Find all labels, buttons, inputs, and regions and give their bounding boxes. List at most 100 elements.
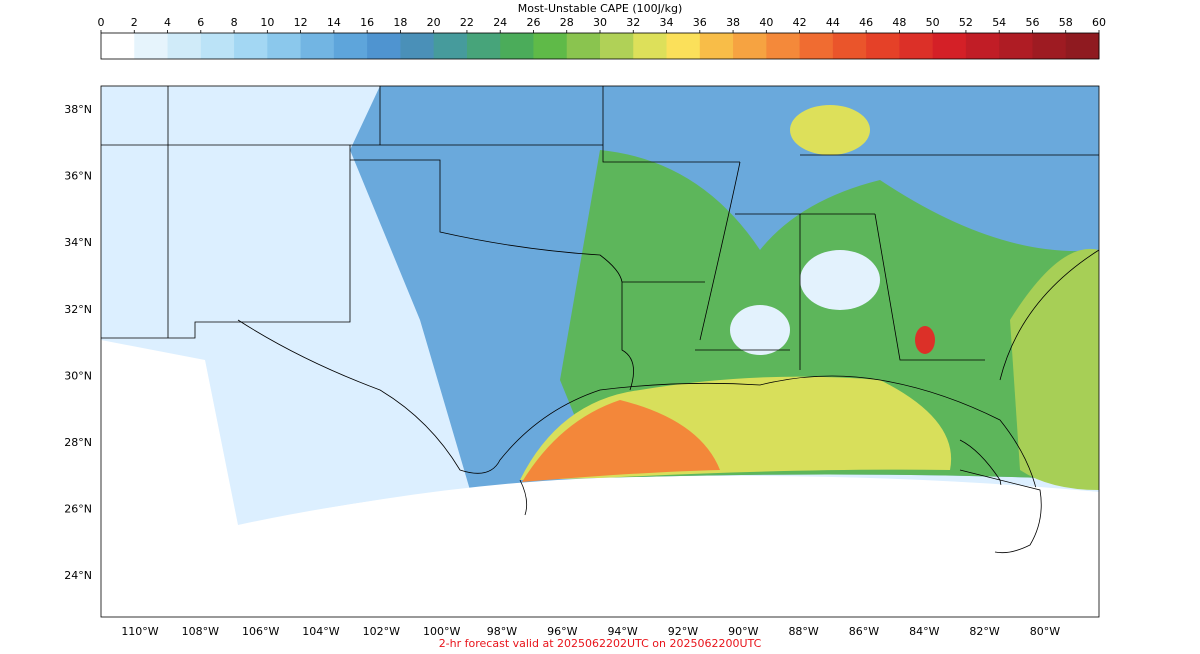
- stable-pocket: [730, 305, 790, 355]
- colorbar-tick-label: 30: [593, 16, 607, 29]
- colorbar-cell: [633, 33, 668, 59]
- longitude-label: 92°W: [668, 625, 698, 638]
- colorbar-tick-label: 36: [693, 16, 707, 29]
- colorbar-title: Most-Unstable CAPE (100J/kg): [518, 2, 683, 15]
- latitude-label: 24°N: [64, 569, 92, 582]
- latitude-label: 28°N: [64, 436, 92, 449]
- longitude-label: 106°W: [242, 625, 279, 638]
- latitude-label: 26°N: [64, 503, 92, 516]
- colorbar-tick-label: 24: [493, 16, 507, 29]
- latitude-labels: 38°N 36°N 34°N 32°N 30°N 28°N 26°N 24°N: [64, 103, 92, 582]
- storm-cell: [915, 326, 935, 354]
- longitude-label: 80°W: [1030, 625, 1060, 638]
- colorbar-cell: [533, 33, 568, 59]
- colorbar-frame: [100, 32, 1100, 60]
- colorbar-cell: [999, 33, 1033, 59]
- colorbar-cell: [101, 33, 135, 59]
- colorbar-cell: [134, 33, 169, 59]
- colorbar-tick-label: 60: [1092, 16, 1106, 29]
- colorbar-tick-label: 56: [1025, 16, 1039, 29]
- longitude-label: 96°W: [547, 625, 577, 638]
- colorbar: 0 2 4 6 8 10 12 14 16 18 20 22 24 26 28 30 32 34 36 38 40 42 4…: [98, 16, 1106, 59]
- colorbar-tick-label: 34: [660, 16, 674, 29]
- map-frame: [100, 85, 1100, 618]
- colorbar-tick-label: 10: [260, 16, 274, 29]
- colorbar-cell: [600, 33, 634, 59]
- colorbar-tick-label: 4: [164, 16, 171, 29]
- colorbar-cell: [200, 33, 235, 59]
- colorbar-tick-label: 2: [131, 16, 138, 29]
- colorbar-cell: [234, 33, 268, 59]
- colorbar-cell: [965, 33, 1000, 59]
- latitude-label: 36°N: [64, 170, 92, 183]
- colorbar-tick-label: 32: [626, 16, 640, 29]
- colorbar-tick-label: 26: [526, 16, 540, 29]
- longitude-label: 104°W: [302, 625, 339, 638]
- colorbar-tick-label: 16: [360, 16, 374, 29]
- cape-very-high: [522, 400, 720, 482]
- colorbar-cell: [766, 33, 801, 59]
- colorbar-tick-label: 12: [294, 16, 308, 29]
- latitude-label: 32°N: [64, 303, 92, 316]
- longitude-label: 98°W: [487, 625, 517, 638]
- florida-texas-coast: [519, 469, 1042, 554]
- colorbar-cell: [466, 33, 501, 59]
- colorbar-tick-label: 8: [231, 16, 238, 29]
- colorbar-tick-label: 42: [793, 16, 807, 29]
- colorbar-cell: [733, 33, 767, 59]
- longitude-label: 108°W: [182, 625, 219, 638]
- colorbar-tick-label: 20: [427, 16, 441, 29]
- longitude-label: 94°W: [607, 625, 637, 638]
- colorbar-tick-label: 50: [926, 16, 940, 29]
- colorbar-cell: [500, 33, 534, 59]
- latitude-label: 34°N: [64, 236, 92, 249]
- longitude-label: 84°W: [909, 625, 939, 638]
- colorbar-cell: [666, 33, 701, 59]
- cape-tn: [790, 105, 870, 155]
- stable-pocket: [800, 250, 880, 310]
- colorbar-tick-label: 58: [1059, 16, 1073, 29]
- longitude-label: 88°W: [788, 625, 818, 638]
- colorbar-cell: [866, 33, 900, 59]
- latitude-label: 38°N: [64, 103, 92, 116]
- colorbar-cell: [400, 33, 435, 59]
- colorbar-cell: [566, 33, 601, 59]
- map-field: [101, 86, 1099, 617]
- colorbar-tick-label: 38: [726, 16, 740, 29]
- colorbar-tick-label: 14: [327, 16, 341, 29]
- colorbar-tick-label: 54: [992, 16, 1006, 29]
- longitude-label: 86°W: [849, 625, 879, 638]
- longitude-label: 100°W: [423, 625, 460, 638]
- colorbar-tick-label: 44: [826, 16, 840, 29]
- colorbar-cell: [799, 33, 834, 59]
- cape-atlantic: [1010, 248, 1099, 490]
- longitude-label: 102°W: [363, 625, 400, 638]
- colorbar-cell: [367, 33, 401, 59]
- forecast-footer: 2-hr forecast valid at 2025062202UTC on …: [439, 637, 762, 650]
- colorbar-cell: [1065, 33, 1100, 59]
- colorbar-cell: [699, 33, 734, 59]
- colorbar-cell: [433, 33, 468, 59]
- colorbar-cell: [267, 33, 302, 59]
- longitude-labels: 110°W 108°W 106°W 104°W 102°W 100°W 98°W 96°W 94…: [121, 625, 1060, 638]
- colorbar-tick-label: 46: [859, 16, 873, 29]
- colorbar-cell: [333, 33, 368, 59]
- colorbar-cell: [832, 33, 867, 59]
- colorbar-tick-label: 28: [560, 16, 574, 29]
- longitude-label: 90°W: [728, 625, 758, 638]
- colorbar-tick-label: 22: [460, 16, 474, 29]
- colorbar-cell: [300, 33, 335, 59]
- colorbar-tick-label: 48: [892, 16, 906, 29]
- colorbar-cell: [899, 33, 934, 59]
- colorbar-tick-label: 6: [197, 16, 204, 29]
- colorbar-tick-label: 18: [393, 16, 407, 29]
- colorbar-tick-label: 40: [759, 16, 773, 29]
- longitude-label: 82°W: [969, 625, 999, 638]
- colorbar-cell: [932, 33, 967, 59]
- colorbar-tick-label: 52: [959, 16, 973, 29]
- longitude-label: 110°W: [121, 625, 158, 638]
- colorbar-cell: [167, 33, 202, 59]
- colorbar-tick-label: 0: [98, 16, 105, 29]
- colorbar-cell: [1032, 33, 1067, 59]
